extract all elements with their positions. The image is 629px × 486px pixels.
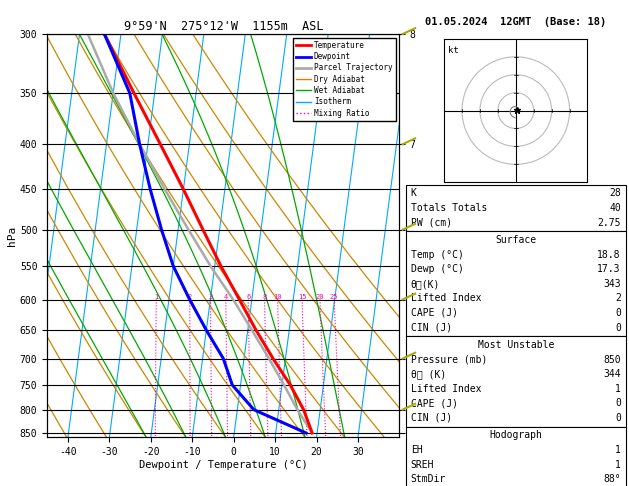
Text: 0: 0 [615, 413, 621, 423]
Text: 25: 25 [330, 294, 338, 299]
Text: 10: 10 [274, 294, 282, 299]
Text: 28: 28 [609, 189, 621, 198]
X-axis label: Dewpoint / Temperature (°C): Dewpoint / Temperature (°C) [139, 460, 308, 470]
Text: PW (cm): PW (cm) [411, 218, 452, 227]
Y-axis label: hPa: hPa [7, 226, 17, 246]
Text: 20: 20 [316, 294, 324, 299]
Text: 6: 6 [246, 294, 250, 299]
Text: Totals Totals: Totals Totals [411, 203, 487, 213]
Text: SREH: SREH [411, 460, 434, 469]
Text: 01.05.2024  12GMT  (Base: 18): 01.05.2024 12GMT (Base: 18) [425, 17, 606, 27]
Text: 2.75: 2.75 [598, 218, 621, 227]
Text: 40: 40 [609, 203, 621, 213]
Text: 343: 343 [603, 279, 621, 289]
Text: CAPE (J): CAPE (J) [411, 308, 458, 318]
Text: Lifted Index: Lifted Index [411, 384, 481, 394]
Title: 9°59'N  275°12'W  1155m  ASL: 9°59'N 275°12'W 1155m ASL [123, 20, 323, 33]
Text: EH: EH [411, 445, 423, 455]
Text: 2: 2 [187, 294, 192, 299]
Text: 0: 0 [615, 308, 621, 318]
Text: 2: 2 [615, 294, 621, 303]
Text: 0: 0 [615, 399, 621, 408]
Text: Pressure (mb): Pressure (mb) [411, 355, 487, 364]
Text: 344: 344 [603, 369, 621, 379]
Text: 1: 1 [615, 445, 621, 455]
Text: 15: 15 [298, 294, 306, 299]
Text: StmDir: StmDir [411, 474, 446, 484]
Text: 0: 0 [615, 323, 621, 332]
Text: 1: 1 [615, 460, 621, 469]
Text: kt: kt [448, 46, 459, 55]
Text: Temp (°C): Temp (°C) [411, 250, 464, 260]
Text: 18.8: 18.8 [598, 250, 621, 260]
Text: Surface: Surface [495, 235, 537, 245]
Text: 850: 850 [603, 355, 621, 364]
Text: Dewp (°C): Dewp (°C) [411, 264, 464, 274]
Text: θᴄ (K): θᴄ (K) [411, 369, 446, 379]
Text: 1: 1 [154, 294, 159, 299]
Text: Lifted Index: Lifted Index [411, 294, 481, 303]
Text: CAPE (J): CAPE (J) [411, 399, 458, 408]
Text: 17.3: 17.3 [598, 264, 621, 274]
Legend: Temperature, Dewpoint, Parcel Trajectory, Dry Adiabat, Wet Adiabat, Isotherm, Mi: Temperature, Dewpoint, Parcel Trajectory… [292, 38, 396, 121]
Text: CIN (J): CIN (J) [411, 413, 452, 423]
Text: 8: 8 [262, 294, 267, 299]
Text: CIN (J): CIN (J) [411, 323, 452, 332]
Text: 88°: 88° [603, 474, 621, 484]
Text: Hodograph: Hodograph [489, 431, 542, 440]
Text: Most Unstable: Most Unstable [477, 340, 554, 350]
Text: K: K [411, 189, 416, 198]
Text: 4: 4 [224, 294, 228, 299]
Text: θᴄ(K): θᴄ(K) [411, 279, 440, 289]
Y-axis label: Mixing Ratio (g/kg): Mixing Ratio (g/kg) [432, 185, 442, 287]
Text: 1: 1 [615, 384, 621, 394]
Text: 3: 3 [208, 294, 213, 299]
Text: © weatheronline.co.uk: © weatheronline.co.uk [464, 471, 568, 480]
